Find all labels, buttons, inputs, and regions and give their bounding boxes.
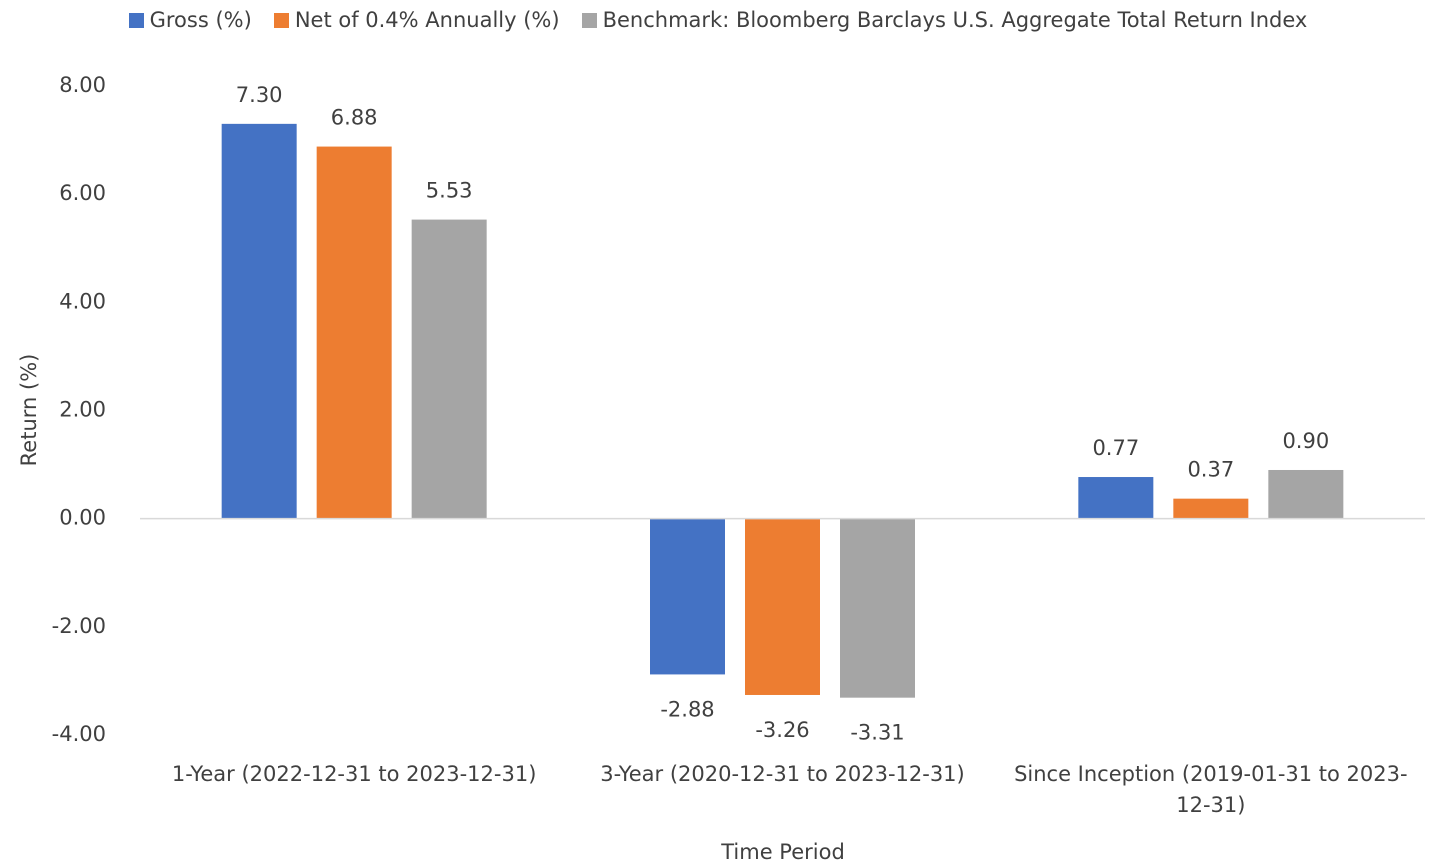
legend-label: Gross (%) (149, 8, 252, 32)
data-label: 7.30 (236, 83, 283, 107)
legend-item: Benchmark: Bloomberg Barclays U.S. Aggre… (581, 8, 1308, 32)
x-tick-label: 1-Year (2022-12-31 to 2023-12-31) (171, 762, 537, 786)
x-tick-label: 3-Year (2020-12-31 to 2023-12-31) (600, 762, 965, 786)
data-label: 0.90 (1282, 429, 1329, 453)
data-label: -3.31 (850, 721, 904, 745)
bar (316, 146, 392, 519)
data-label: 0.77 (1092, 436, 1139, 460)
y-tick-label: 6.00 (59, 181, 106, 205)
bar (411, 219, 487, 519)
legend: Gross (%) Net of 0.4% Annually (%) Benchma… (0, 8, 1436, 32)
bar (650, 518, 725, 675)
y-axis-title: Return (%) (17, 354, 41, 467)
bar (221, 123, 297, 519)
x-axis-title: Time Period (720, 840, 845, 864)
legend-swatch (581, 12, 597, 28)
legend-item: Gross (%) (128, 8, 252, 32)
y-tick-label: -2.00 (52, 614, 106, 638)
legend-label: Net of 0.4% Annually (%) (294, 8, 560, 32)
y-tick-label: 2.00 (59, 398, 106, 422)
data-label: 0.37 (1187, 458, 1234, 482)
y-tick-label: 8.00 (59, 73, 106, 97)
legend-item: Net of 0.4% Annually (%) (273, 8, 560, 32)
data-label: 5.53 (426, 179, 473, 203)
bar (1268, 469, 1344, 519)
legend-swatch (273, 12, 289, 28)
y-tick-label: -4.00 (52, 722, 106, 746)
data-label: 6.88 (331, 106, 378, 130)
bar (1078, 477, 1154, 519)
bar (840, 518, 915, 698)
legend-label: Benchmark: Bloomberg Barclays U.S. Aggre… (602, 8, 1308, 32)
data-label: -2.88 (660, 697, 714, 721)
data-label: -3.26 (755, 718, 809, 742)
legend-swatch (128, 12, 144, 28)
bar (745, 518, 820, 695)
bar (1173, 498, 1249, 519)
y-tick-label: 4.00 (59, 289, 106, 313)
y-tick-label: 0.00 (59, 506, 106, 530)
x-tick-label: Since Inception (2019-01-31 to 2023-12-3… (1014, 762, 1408, 817)
